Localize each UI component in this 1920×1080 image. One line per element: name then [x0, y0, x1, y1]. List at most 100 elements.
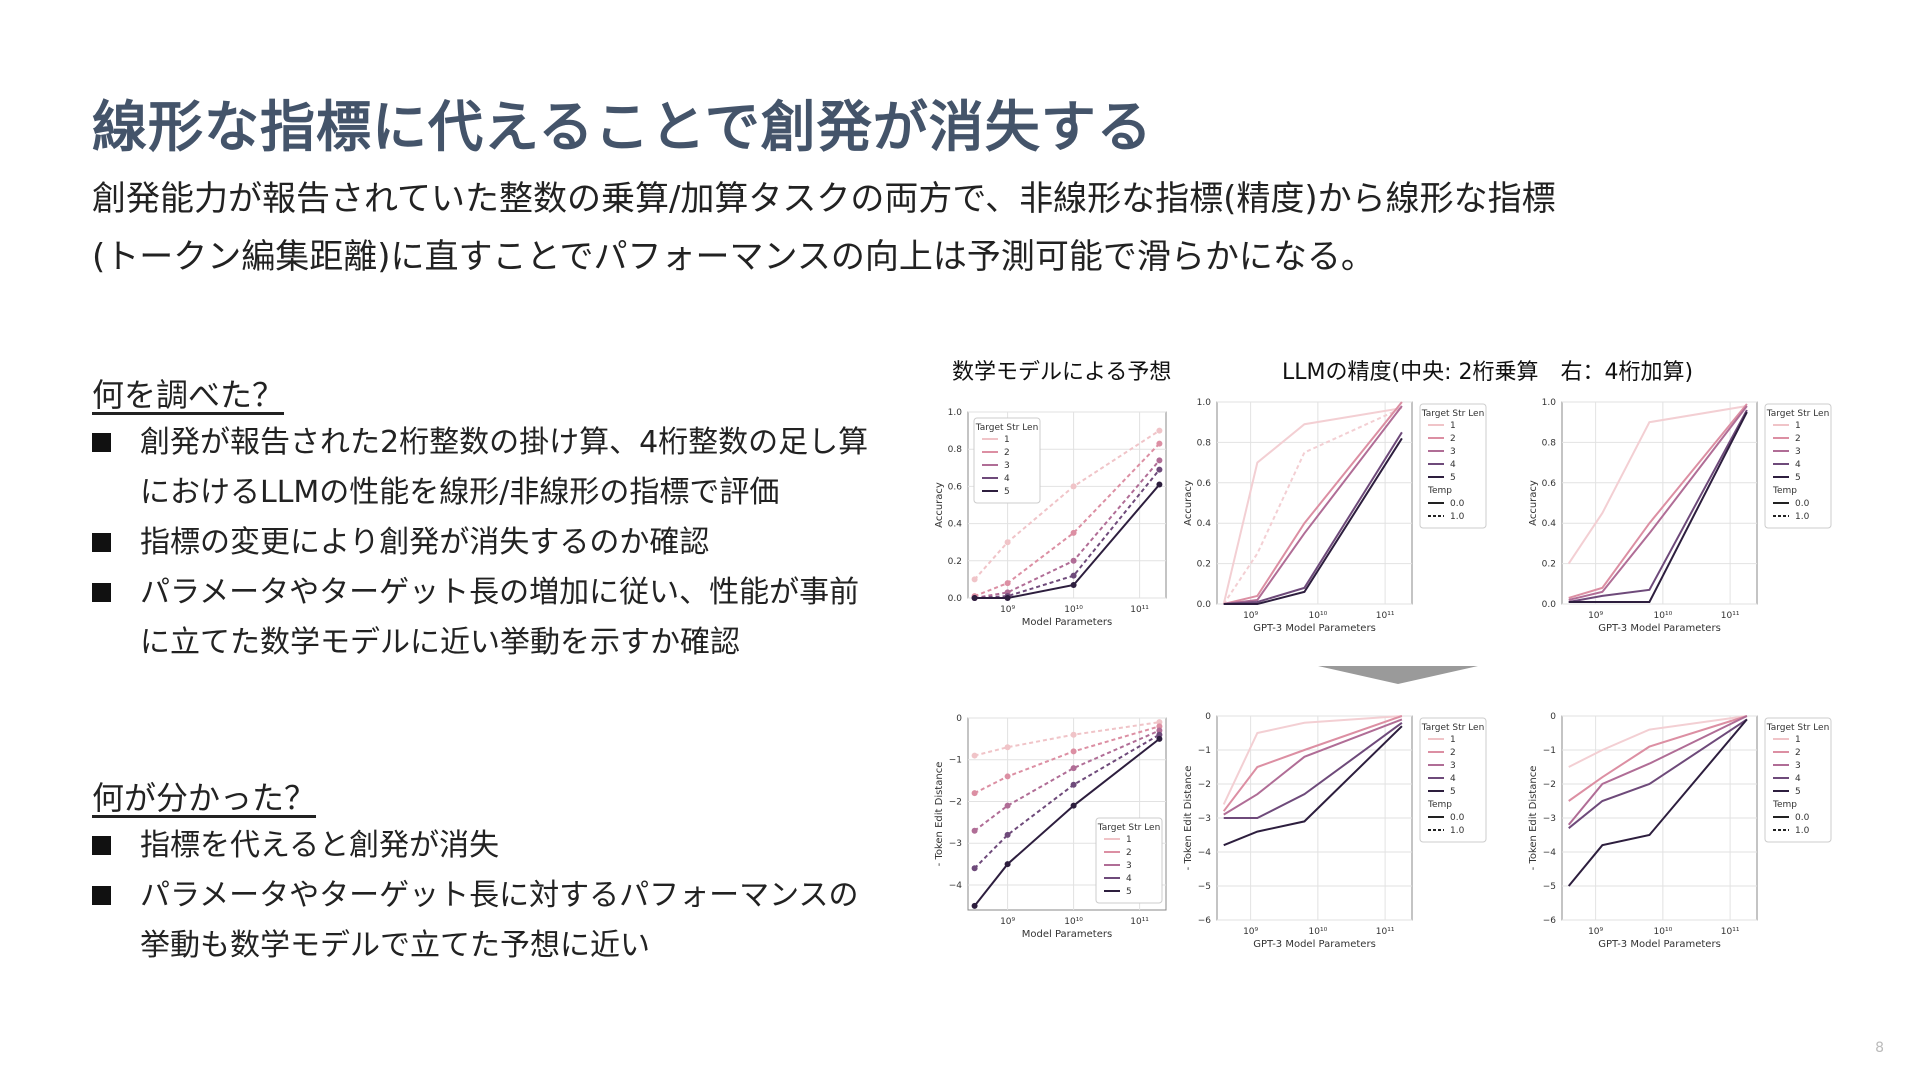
- series-line-3: [1567, 715, 1748, 826]
- y-tick-label: 0: [956, 714, 962, 724]
- y-tick-label: 0.8: [1197, 438, 1212, 448]
- legend-entry: 1.0: [1450, 826, 1465, 836]
- y-tick-label: 0.6: [948, 482, 963, 492]
- legend-box: [1419, 403, 1487, 529]
- y-tick-label: −1: [1198, 746, 1211, 756]
- y-tick-label: 0.8: [1542, 438, 1557, 448]
- y-tick-label: −2: [1543, 780, 1556, 790]
- x-axis-label: Model Parameters: [1022, 929, 1112, 940]
- data-point: [1156, 731, 1163, 738]
- y-tick-label: 0.2: [1542, 560, 1556, 570]
- square-bullet-icon: [92, 533, 111, 552]
- y-tick-label: 1.0: [1197, 398, 1212, 408]
- legend-entry: 5: [1795, 473, 1801, 483]
- section-heading-findings: 何が分かった？: [92, 779, 317, 817]
- y-tick-label: 0: [1550, 712, 1556, 722]
- investigated-list: 創発が報告された2桁整数の掛け算、4桁整数の足し算におけるLLMの性能を線形/非…: [92, 418, 872, 668]
- y-tick-label: 1.0: [1542, 398, 1557, 408]
- data-point: [1004, 861, 1011, 868]
- legend-entry: 4: [1450, 460, 1456, 470]
- x-tick-label: 10¹¹: [1376, 927, 1395, 937]
- x-tick-label: 10¹⁰: [1309, 611, 1328, 621]
- y-tick-label: −5: [1198, 882, 1211, 892]
- legend-entry: 3: [1795, 761, 1801, 771]
- square-bullet-icon: [92, 433, 111, 452]
- legend-entry: 3: [1795, 447, 1801, 457]
- llm-accuracy-label: LLMの精度(中央: 2桁乗算 右：4桁加算): [1282, 360, 1694, 385]
- series-line-4: [1223, 721, 1403, 819]
- y-axis-label: Accuracy: [1183, 480, 1194, 526]
- data-point: [1070, 748, 1077, 755]
- data-point: [1156, 457, 1163, 464]
- y-tick-label: 0.0: [1542, 600, 1557, 610]
- x-tick-label: 10¹¹: [1721, 611, 1740, 621]
- y-tick-label: 0.6: [1197, 479, 1212, 489]
- legend-entry: 5: [1004, 487, 1010, 497]
- data-point: [1156, 440, 1163, 447]
- list-item-text: 指標を代えると創発が消失: [140, 828, 500, 863]
- series-line-1: [1222, 407, 1403, 605]
- series-line-1: [974, 721, 1160, 757]
- y-axis-label: Accuracy: [934, 482, 945, 528]
- x-axis-label: GPT-3 Model Parameters: [1598, 939, 1721, 950]
- legend-title: Target Str Len: [1421, 723, 1485, 733]
- data-point: [1070, 765, 1077, 772]
- legend-entry: 4: [1795, 460, 1801, 470]
- legend-entry: 2: [1450, 434, 1456, 444]
- series-line-3: [1223, 718, 1403, 816]
- x-tick-label: 10¹⁰: [1654, 927, 1673, 937]
- y-tick-label: −6: [1543, 916, 1557, 926]
- page-number: 8: [1875, 1040, 1884, 1056]
- legend-entry: 3: [1450, 761, 1456, 771]
- y-tick-label: 0.6: [1542, 479, 1557, 489]
- y-tick-label: 0: [1205, 712, 1211, 722]
- legend-entry: 5: [1450, 473, 1456, 483]
- data-point: [971, 865, 978, 872]
- legend-title: Target Str Len: [1421, 409, 1485, 419]
- y-tick-label: 1.0: [948, 408, 963, 418]
- list-item: 指標の変更により創発が消失するのか確認: [92, 518, 872, 568]
- x-tick-label: 10¹⁰: [1064, 917, 1083, 927]
- legend-entry: 5: [1795, 787, 1801, 797]
- legend-title: Target Str Len: [975, 423, 1039, 433]
- series-line-2: [1223, 401, 1403, 605]
- subtitle-line-2: (トークン編集距離)に直すことでパフォーマンスの向上は予測可能で滑らかになる。: [92, 237, 1375, 277]
- legend-entry: 1.0: [1795, 826, 1810, 836]
- y-tick-label: −5: [1543, 882, 1556, 892]
- series-line-1: [1568, 715, 1748, 768]
- data-point: [1070, 731, 1077, 738]
- legend-title: Target Str Len: [1766, 409, 1830, 419]
- data-point: [1156, 735, 1163, 742]
- data-point: [1070, 483, 1077, 490]
- series-line-2: [1568, 403, 1748, 599]
- legend-entry: 1: [1795, 735, 1801, 745]
- y-tick-label: −4: [949, 881, 963, 891]
- legend-title: Target Str Len: [1097, 823, 1161, 833]
- square-bullet-icon: [92, 886, 111, 905]
- data-point: [971, 576, 978, 583]
- series-line-2: [1568, 715, 1748, 802]
- series-line-2: [974, 725, 1160, 795]
- y-axis-label: - Token Edit Distance: [934, 762, 945, 867]
- square-bullet-icon: [92, 583, 111, 602]
- y-tick-label: −4: [1198, 848, 1212, 858]
- list-item-text: 指標の変更により創発が消失するのか確認: [140, 525, 710, 560]
- square-bullet-icon: [92, 836, 111, 855]
- y-axis-label: Accuracy: [1528, 480, 1539, 526]
- legend-entry: 3: [1126, 861, 1132, 871]
- y-tick-label: 0.4: [1542, 519, 1557, 529]
- math-model-label: 数学モデルによる予想: [952, 360, 1172, 385]
- legend-entry: 1: [1126, 835, 1132, 845]
- x-tick-label: 10¹¹: [1130, 917, 1149, 927]
- data-point: [1004, 831, 1011, 838]
- legend-entry: 0.0: [1795, 499, 1810, 509]
- series-line-1: [1222, 715, 1402, 805]
- y-tick-label: −3: [1543, 814, 1556, 824]
- y-tick-label: 0.4: [1197, 519, 1212, 529]
- data-point: [971, 595, 978, 601]
- list-item: 創発が報告された2桁整数の掛け算、4桁整数の足し算におけるLLMの性能を線形/非…: [92, 418, 872, 518]
- series-line-3: [1223, 405, 1403, 605]
- data-point: [971, 790, 978, 797]
- data-point: [1070, 529, 1077, 536]
- legend-entry: 1: [1795, 421, 1801, 431]
